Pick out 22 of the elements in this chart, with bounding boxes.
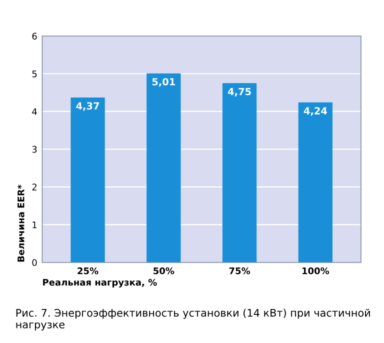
x-tick-label: 50% [154, 267, 174, 274]
x-axis-title: Реальная нагрузка, % [43, 278, 157, 288]
data-label: 5,01 [152, 78, 175, 87]
bar [70, 98, 105, 262]
y-axis-title: Величина EER* [18, 184, 24, 262]
y-tick-label: 4 [32, 108, 37, 115]
x-tick-label: 100% [302, 267, 330, 274]
y-tick-label: 0 [32, 259, 37, 266]
x-tick-label: 75% [229, 267, 250, 274]
data-label: 4,75 [228, 88, 251, 96]
x-tick-label: 25% [78, 267, 98, 274]
bar [146, 73, 181, 262]
data-label: 4,24 [304, 107, 327, 116]
y-tick-label: 6 [32, 32, 37, 40]
y-tick-label: 2 [32, 184, 36, 190]
y-tick-label: 5 [32, 70, 37, 78]
y-tick-label: 1 [32, 222, 37, 228]
bar [222, 83, 257, 262]
data-label: 4,37 [76, 102, 99, 111]
bar [298, 102, 333, 262]
y-tick-label: 3 [32, 146, 37, 153]
text: Рис. 7. Энергоэффективность установки (14 кВт) при частичной нагрузке [16, 308, 370, 330]
